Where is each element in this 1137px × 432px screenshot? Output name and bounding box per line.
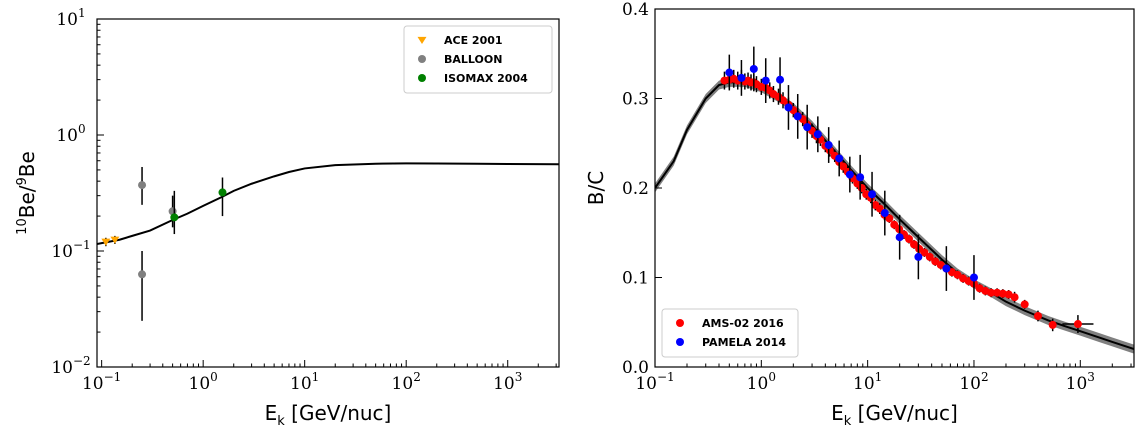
series-pamela-2014 — [725, 46, 978, 300]
legend: ACE 2001 BALLOON ISOMAX 2004 — [403, 25, 553, 94]
data-point — [1073, 320, 1082, 329]
legend-frame — [403, 25, 553, 94]
data-point — [138, 270, 147, 279]
data-point — [839, 162, 848, 171]
legend-label: PAMELA 2014 — [702, 336, 786, 349]
data-point — [793, 112, 802, 121]
legend-label: BALLOON — [444, 53, 502, 66]
data-point — [925, 252, 934, 261]
data-point — [987, 288, 996, 297]
legend-label: AMS-02 2016 — [702, 317, 784, 330]
data-point — [885, 214, 894, 223]
y-tick-label: 100 — [56, 122, 85, 146]
y-tick-label: 0.1 — [622, 269, 649, 289]
data-point — [737, 73, 746, 82]
legend-marker — [418, 55, 426, 63]
x-tick-label: 103 — [1066, 370, 1095, 394]
plot-frame — [96, 18, 560, 368]
data-point — [749, 64, 758, 73]
y-tick-label: 10−1 — [51, 238, 90, 262]
x-axis-label: Ek [GeV/nuc] — [831, 401, 958, 429]
chart-panel-2: 10−1 100 101 102 103 0.0 0.1 0.2 0.3 0.4 Ek [GeV/n… — [584, 0, 1135, 429]
x-tick-label: 100 — [747, 370, 776, 394]
x-axis-label: Ek [GeV/nuc] — [265, 401, 392, 429]
data-point — [835, 154, 844, 163]
data-point — [803, 123, 812, 132]
data-point — [1020, 300, 1029, 309]
x-tick-label: 102 — [959, 370, 988, 394]
data-point — [784, 103, 793, 112]
data-point — [914, 252, 923, 261]
series-ams-02-2016 — [720, 69, 1094, 333]
data-point — [761, 76, 770, 85]
data-point — [218, 188, 227, 197]
data-point — [920, 248, 929, 257]
y-tick-label: 0.4 — [622, 0, 649, 20]
x-tick-label: 102 — [392, 370, 421, 394]
x-tick-label: 101 — [853, 370, 882, 394]
legend-marker — [418, 74, 426, 82]
plot-area — [97, 162, 559, 321]
data-point — [1048, 320, 1057, 329]
data-point — [845, 170, 854, 179]
data-point — [1033, 311, 1042, 320]
data-point — [856, 173, 865, 182]
x-tick-label: 103 — [493, 370, 522, 394]
legend-frame — [661, 308, 799, 358]
data-point — [905, 235, 914, 244]
model-curve — [97, 162, 559, 245]
legend-label: ACE 2001 — [444, 34, 503, 47]
y-tick-label: 10−2 — [51, 354, 90, 378]
legend-marker — [676, 338, 684, 346]
data-point — [942, 264, 951, 273]
x-tick-label: 100 — [189, 370, 218, 394]
x-tick-label: 10−1 — [635, 370, 674, 394]
data-point — [895, 233, 904, 242]
plot-area — [655, 46, 1134, 354]
legend-label: ISOMAX 2004 — [444, 72, 528, 85]
data-point — [776, 75, 785, 84]
data-point — [880, 209, 889, 218]
data-point — [868, 190, 877, 199]
series-ace-2001 — [101, 235, 120, 247]
data-point — [725, 68, 734, 77]
series-isomax-2004 — [170, 177, 227, 235]
legend-marker — [417, 36, 427, 45]
data-point — [101, 238, 111, 246]
y-tick-label: 101 — [56, 6, 85, 30]
y-axis-label: 10Be/9Be — [15, 151, 39, 235]
legend: AMS-02 2016 PAMELA 2014 — [661, 308, 799, 358]
y-tick-label: 0.0 — [622, 358, 649, 378]
model-uncertainty-band — [655, 77, 1134, 354]
data-point — [1010, 293, 1019, 302]
y-tick-label: 0.2 — [622, 179, 649, 199]
data-point — [779, 96, 788, 105]
y-tick-label: 0.3 — [622, 90, 649, 110]
data-point — [824, 141, 833, 150]
y-axis-label: B/C — [584, 171, 608, 205]
data-point — [969, 273, 978, 282]
legend-marker — [676, 319, 684, 327]
series-balloon — [138, 166, 177, 321]
data-point — [170, 213, 179, 222]
data-point — [138, 181, 147, 190]
data-point — [110, 236, 120, 244]
x-tick-label: 10−1 — [82, 370, 121, 394]
x-tick-label: 101 — [290, 370, 319, 394]
data-point — [813, 130, 822, 139]
